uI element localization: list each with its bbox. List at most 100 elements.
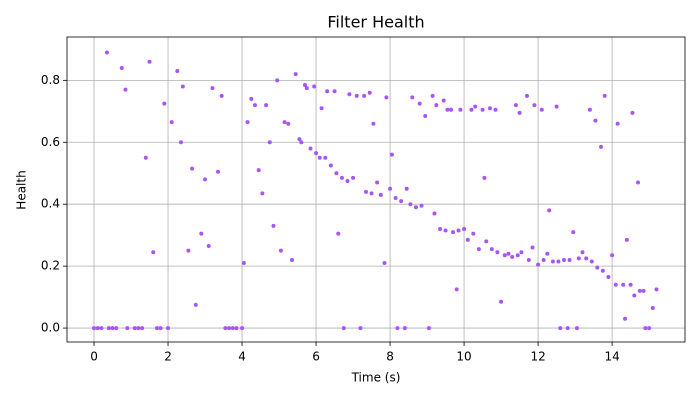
point: [419, 203, 424, 208]
point: [367, 90, 372, 95]
point: [325, 89, 330, 94]
point: [519, 250, 524, 255]
point: [510, 254, 515, 259]
point: [480, 107, 485, 112]
point: [506, 251, 511, 256]
point: [402, 326, 407, 331]
point: [358, 326, 363, 331]
point: [393, 196, 398, 201]
point: [314, 151, 319, 156]
point: [482, 175, 487, 180]
point: [328, 163, 333, 168]
point: [430, 93, 435, 98]
point: [395, 326, 400, 331]
point: [180, 84, 185, 89]
point: [502, 253, 507, 258]
point: [450, 230, 455, 235]
point: [162, 101, 167, 106]
point: [580, 250, 585, 255]
point: [547, 208, 552, 213]
x-tick-label: 6: [312, 350, 320, 364]
point: [332, 89, 337, 94]
point: [241, 261, 246, 266]
point: [230, 326, 235, 331]
point: [654, 287, 659, 292]
point: [240, 326, 245, 331]
point: [541, 257, 546, 262]
point: [449, 107, 454, 112]
point: [471, 231, 476, 236]
point: [99, 326, 104, 331]
point: [199, 231, 204, 236]
point: [252, 103, 257, 108]
point: [227, 326, 232, 331]
point: [140, 326, 145, 331]
point: [624, 237, 629, 242]
point: [630, 110, 635, 115]
point: [434, 103, 439, 108]
y-tick-label: 0.2: [41, 259, 60, 273]
point: [650, 305, 655, 310]
point: [271, 223, 276, 228]
point: [104, 50, 109, 55]
point: [264, 103, 269, 108]
point: [576, 256, 581, 261]
point: [443, 228, 448, 233]
point: [426, 326, 431, 331]
point: [643, 326, 648, 331]
point: [473, 104, 478, 109]
point: [275, 78, 280, 83]
point: [438, 226, 443, 231]
point: [190, 166, 195, 171]
point: [565, 326, 570, 331]
point: [623, 316, 628, 321]
point: [143, 155, 148, 160]
point: [154, 326, 159, 331]
point: [595, 265, 600, 270]
point: [515, 253, 520, 258]
point: [245, 120, 250, 125]
point: [364, 189, 369, 194]
point: [536, 262, 541, 267]
y-tick-label: 0.6: [41, 135, 60, 149]
y-tick-label: 0.4: [41, 197, 60, 211]
point: [647, 326, 652, 331]
point: [545, 251, 550, 256]
point: [136, 326, 141, 331]
points: [92, 50, 659, 331]
point: [389, 152, 394, 157]
point: [375, 180, 380, 185]
point: [404, 186, 409, 191]
point: [641, 288, 646, 293]
point: [114, 326, 119, 331]
point: [110, 326, 115, 331]
point: [267, 140, 272, 145]
point: [378, 192, 383, 197]
point: [408, 202, 413, 207]
point: [193, 302, 198, 307]
point: [223, 326, 228, 331]
point: [417, 101, 422, 106]
point: [456, 228, 461, 233]
point: [323, 155, 328, 160]
point: [123, 87, 128, 92]
point: [119, 65, 124, 70]
point: [524, 93, 529, 98]
point: [454, 287, 459, 292]
point: [487, 106, 492, 111]
x-tick-label: 0: [90, 350, 98, 364]
point: [584, 256, 589, 261]
point: [351, 175, 356, 180]
point: [600, 268, 605, 273]
point: [574, 326, 579, 331]
point: [249, 96, 254, 101]
point: [147, 59, 152, 64]
x-tick-label: 2: [164, 350, 172, 364]
point: [166, 326, 171, 331]
y-axis-label: Health: [15, 170, 29, 209]
x-tick-label: 10: [456, 350, 471, 364]
point: [517, 110, 522, 115]
point: [561, 257, 566, 262]
